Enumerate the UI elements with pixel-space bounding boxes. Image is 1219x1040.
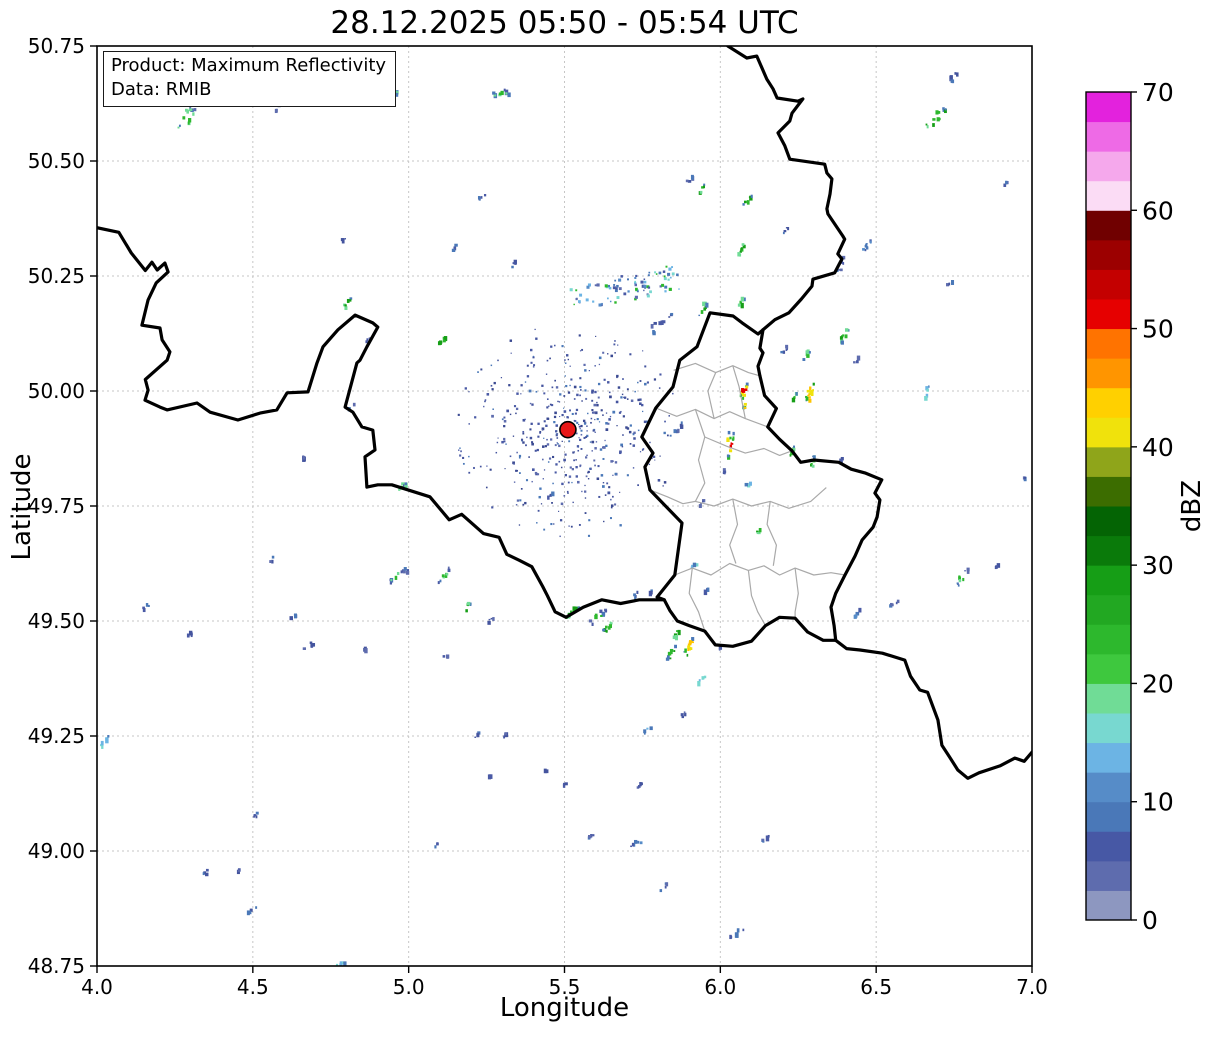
y-tick-label: 49.50 xyxy=(28,609,85,633)
y-axis-label: Latitude xyxy=(7,453,37,561)
y-tick-label: 49.75 xyxy=(28,494,85,518)
y-tick-label: 50.25 xyxy=(28,264,85,288)
y-tick-label: 48.75 xyxy=(28,954,85,978)
figure-title: 28.12.2025 05:50 - 05:54 UTC xyxy=(330,5,799,41)
info-source-line: Data: RMIB xyxy=(111,78,212,100)
info-box: Product: Maximum Reflectivity Data: RMIB xyxy=(103,51,397,107)
gridlines xyxy=(97,46,1032,966)
colorbar-tick-label: 70 xyxy=(1142,78,1174,107)
colorbar-tick-label: 0 xyxy=(1142,906,1158,935)
colorbar-tick-label: 40 xyxy=(1142,433,1174,462)
region-borders xyxy=(649,362,846,632)
radar-echo-layer xyxy=(100,72,1027,966)
colorbar xyxy=(1085,91,1132,921)
x-tick-label: 7.0 xyxy=(1016,975,1048,999)
y-tick-label: 50.00 xyxy=(28,379,85,403)
x-tick-label: 5.0 xyxy=(393,975,425,999)
colorbar-ticks: 0 10 20 30 40 50 60 70 xyxy=(1131,78,1174,935)
colorbar-label: dBZ xyxy=(1177,479,1207,533)
country-borders xyxy=(97,46,1032,780)
axis-ticks: 4.0 4.5 5.0 5.5 6.0 6.5 7.0 48.75 49.00 49.25 49.5… xyxy=(28,34,1048,999)
y-tick-label: 49.25 xyxy=(28,724,85,748)
colorbar-tick-label: 10 xyxy=(1142,788,1174,817)
x-tick-label: 6.0 xyxy=(704,975,736,999)
x-tick-label: 4.0 xyxy=(81,975,113,999)
colorbar-tick-label: 30 xyxy=(1142,551,1174,580)
x-axis-label: Longitude xyxy=(499,993,630,1023)
y-tick-label: 49.00 xyxy=(28,839,85,863)
x-tick-label: 6.5 xyxy=(860,975,892,999)
colorbar-tick-label: 50 xyxy=(1142,315,1174,344)
radar-site-marker xyxy=(559,420,577,439)
x-tick-label: 4.5 xyxy=(237,975,269,999)
x-tick-label: 5.5 xyxy=(549,975,581,999)
colorbar-outline xyxy=(1085,91,1132,921)
colorbar-tick-label: 20 xyxy=(1142,669,1174,698)
y-tick-label: 50.50 xyxy=(28,149,85,173)
info-product-line: Product: Maximum Reflectivity xyxy=(111,55,387,76)
y-tick-label: 50.75 xyxy=(28,34,85,58)
colorbar-tick-label: 60 xyxy=(1142,196,1174,225)
